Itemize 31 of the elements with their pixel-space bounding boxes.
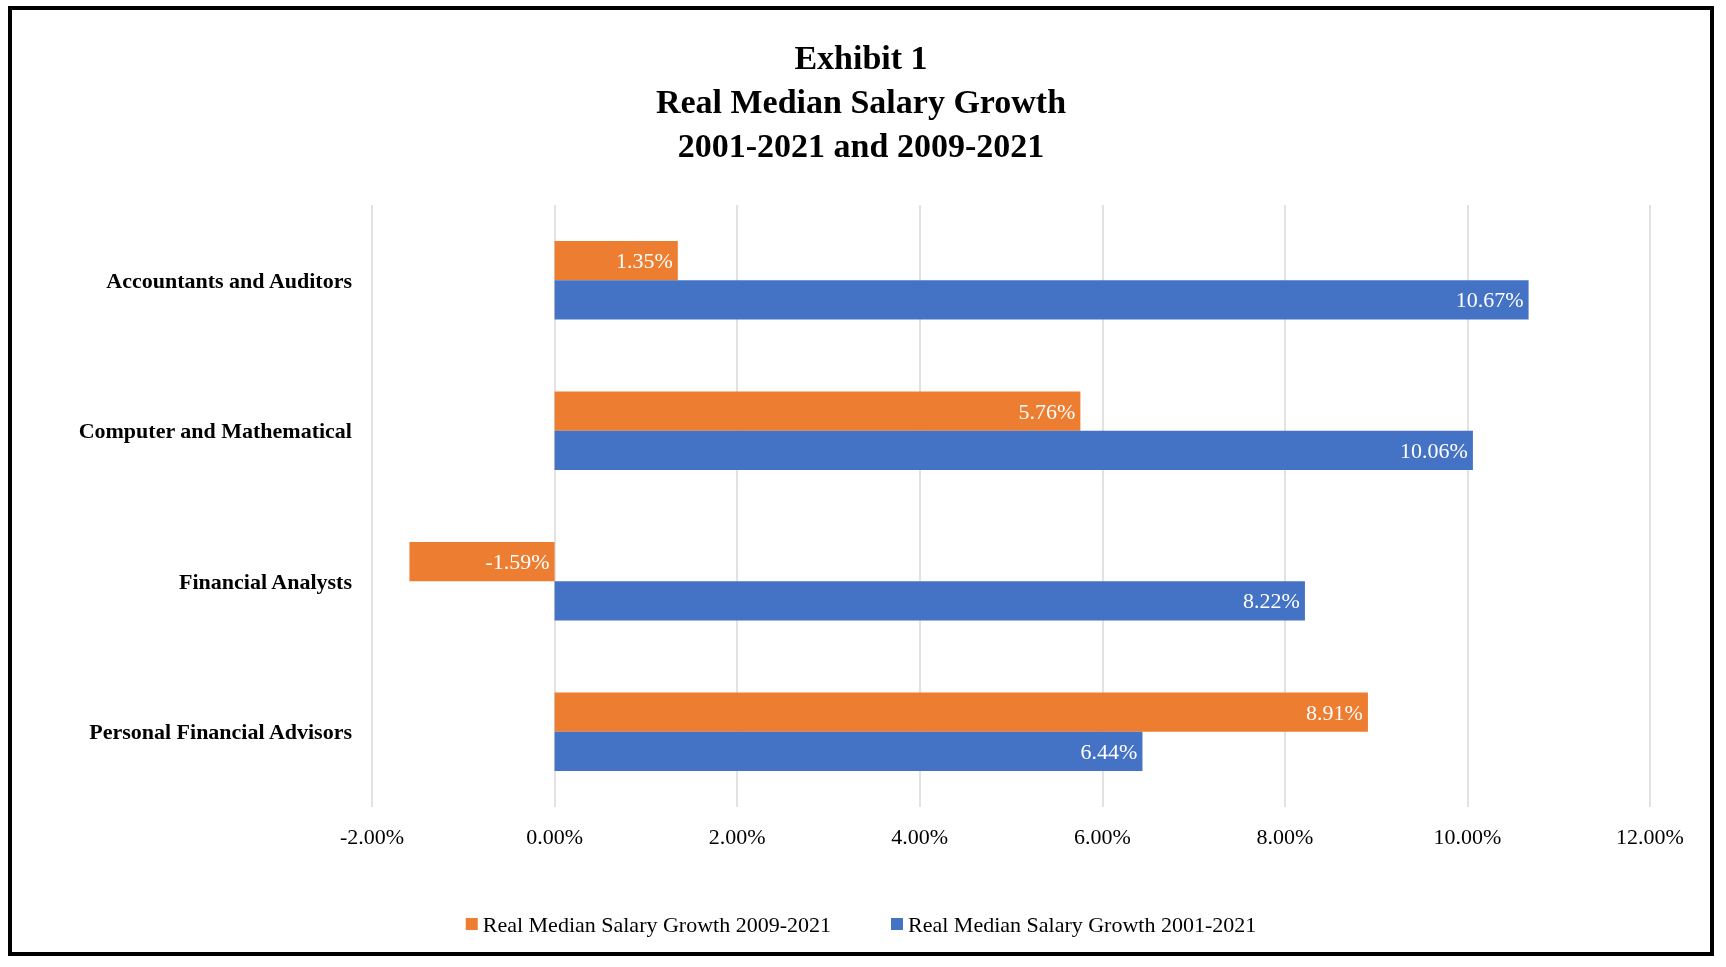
data-label: -1.59%: [485, 549, 550, 575]
data-label: 1.35%: [615, 248, 673, 274]
bar: [554, 391, 1081, 431]
y-tick-label: Financial Analysts: [179, 568, 353, 594]
legend-label: Real Median Salary Growth 2001-2021: [908, 911, 1257, 937]
data-label: 10.06%: [1400, 437, 1468, 463]
x-tick-label: 4.00%: [891, 823, 949, 849]
y-tick-label: Personal Financial Advisors: [89, 719, 353, 745]
legend-label: Real Median Salary Growth 2009-2021: [482, 911, 831, 937]
y-tick-label: Computer and Mathematical: [78, 418, 352, 444]
bar: [409, 542, 555, 582]
data-label: 8.91%: [1306, 699, 1363, 725]
bar: [554, 241, 678, 281]
x-tick-label: -2.00%: [339, 823, 405, 849]
x-tick-label: 10.00%: [1433, 823, 1502, 849]
x-tick-label: 2.00%: [708, 823, 766, 849]
bar: [554, 430, 1473, 470]
data-label: 8.22%: [1243, 588, 1300, 614]
bar: [554, 280, 1529, 320]
bar: [554, 581, 1305, 621]
x-tick-label: 8.00%: [1256, 823, 1314, 849]
x-tick-label: 6.00%: [1073, 823, 1131, 849]
y-tick-label: Accountants and Auditors: [106, 267, 353, 293]
bar: [554, 692, 1368, 732]
data-label: 6.44%: [1080, 738, 1138, 764]
data-label: 5.76%: [1018, 398, 1076, 424]
x-tick-label: 0.00%: [526, 823, 583, 849]
x-tick-label: 12.00%: [1616, 823, 1684, 849]
bar: [554, 731, 1143, 771]
chart-title: Exhibit 1 Real Median Salary Growth 2001-2021 and 2009-2021: [655, 38, 1067, 164]
data-label: 10.67%: [1455, 287, 1524, 313]
